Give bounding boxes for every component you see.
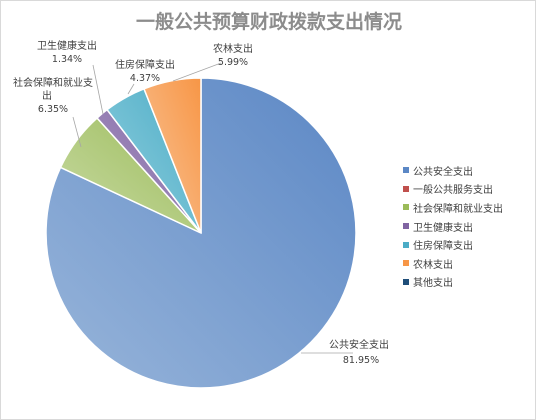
legend-label-6: 其他支出 xyxy=(413,278,453,290)
data-label-pct-2: 6.35% xyxy=(38,104,68,115)
legend-swatch-3 xyxy=(403,223,409,230)
data-label-pct-0: 81.95% xyxy=(343,355,379,366)
leader-line-2 xyxy=(72,116,82,148)
legend-label-0: 公共安全支出 xyxy=(413,166,473,178)
legend-swatch-0 xyxy=(403,167,409,174)
pie-slice-5 xyxy=(143,77,202,234)
data-label-pct-4: 4.37% xyxy=(130,73,160,84)
legend-swatch-5 xyxy=(403,260,409,267)
legend-item-4: 住房保障支出 xyxy=(403,235,533,254)
data-label-name-2: 社会保障和就业支 xyxy=(13,76,93,89)
legend-swatch-1 xyxy=(403,185,409,192)
legend-label-2: 社会保障和就业支出 xyxy=(413,203,503,215)
legend-item-1: 一般公共服务支出 xyxy=(403,180,533,199)
legend-label-1: 一般公共服务支出 xyxy=(413,185,493,197)
leader-line-5 xyxy=(172,62,222,82)
legend-swatch-2 xyxy=(403,204,409,211)
leader-line-4 xyxy=(127,83,135,95)
legend-swatch-6 xyxy=(403,278,409,285)
legend-item-6: 其他支出 xyxy=(403,273,533,292)
legend-item-2: 社会保障和就业支出 xyxy=(403,198,533,217)
leader-line-3 xyxy=(92,64,104,115)
data-label-name-3: 卫生健康支出 xyxy=(37,39,97,52)
legend-item-3: 卫生健康支出 xyxy=(403,217,533,236)
legend: 公共安全支出一般公共服务支出 社会保障和就业支出 卫生健康支出 住房保障支出 农林支出其… xyxy=(403,161,533,291)
legend-item-0: 公共安全支出 xyxy=(403,161,533,180)
legend-label-3: 卫生健康支出 xyxy=(413,222,473,234)
data-label-pct-5: 5.99% xyxy=(218,57,248,68)
data-label-name-4: 住房保障支出 xyxy=(115,58,175,71)
legend-label-4: 住房保障支出 xyxy=(413,241,473,253)
legend-swatch-4 xyxy=(403,241,409,248)
data-label-name-2: 出 xyxy=(42,89,52,102)
chart-title: 一般公共预算财政拨款支出情况 xyxy=(135,11,402,33)
legend-item-5: 农林支出 xyxy=(403,254,533,273)
data-label-name-5: 农林支出 xyxy=(213,42,253,55)
legend-label-5: 农林支出 xyxy=(413,259,453,271)
data-label-name-0: 公共安全支出 xyxy=(329,338,389,351)
data-label-pct-3: 1.34% xyxy=(52,54,82,65)
